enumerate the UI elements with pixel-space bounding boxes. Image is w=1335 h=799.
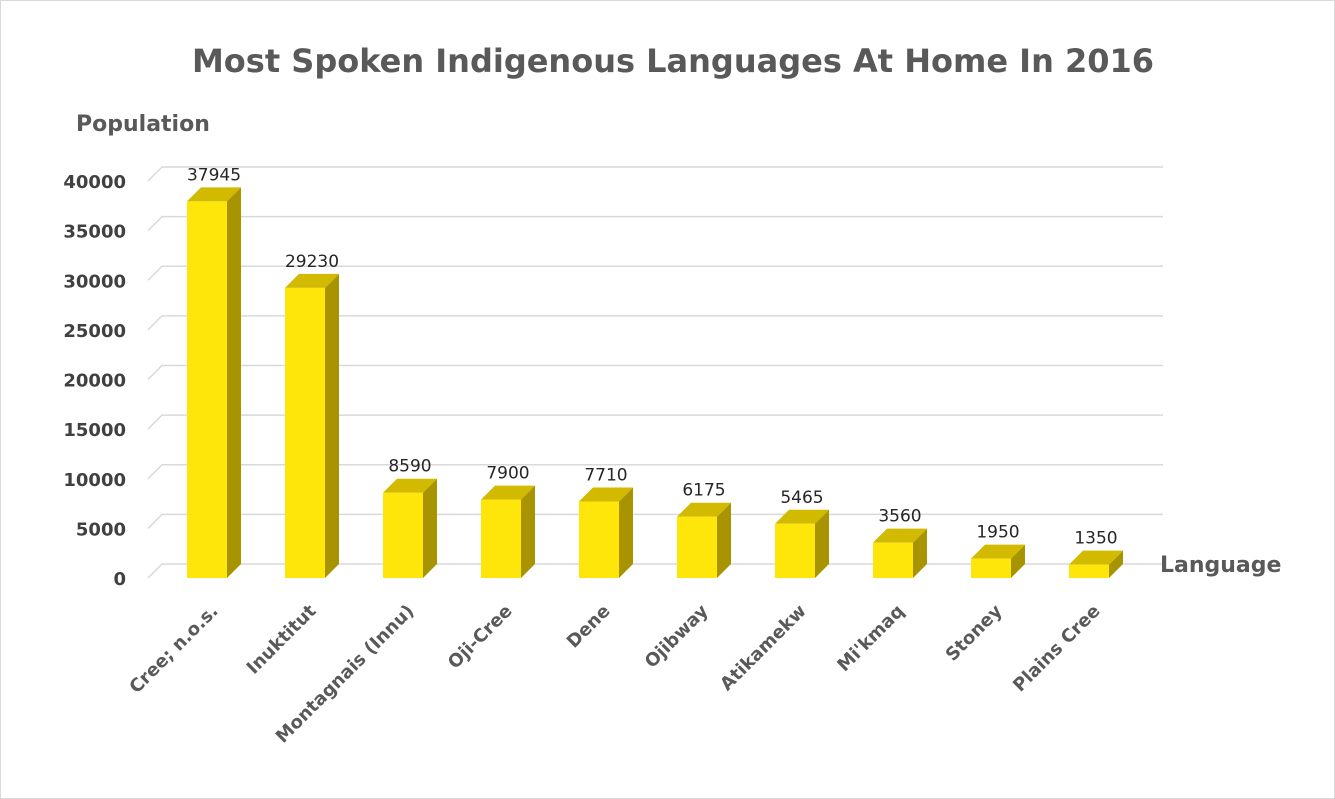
data-labels: 37945 29230 8590 7900 7710 6175 5465 3560 1950 13… bbox=[187, 165, 1118, 548]
data-label: 7710 bbox=[584, 465, 627, 485]
data-label: 6175 bbox=[682, 481, 725, 501]
gridline bbox=[147, 166, 1163, 182]
bars bbox=[187, 187, 1123, 578]
x-tick-label: Oji-Cree bbox=[444, 601, 517, 674]
x-tick-label: Stoney bbox=[942, 601, 1007, 666]
bar bbox=[383, 478, 437, 578]
bar bbox=[481, 485, 535, 578]
y-tick-label: 0 bbox=[113, 569, 126, 590]
gridline bbox=[147, 464, 1163, 480]
data-label: 1350 bbox=[1074, 529, 1117, 549]
data-label: 7900 bbox=[486, 464, 529, 484]
x-tick-label: Mi'kmaq bbox=[833, 601, 908, 676]
bar bbox=[1069, 550, 1123, 578]
y-tick-label: 10000 bbox=[63, 470, 126, 491]
data-label: 3560 bbox=[878, 507, 921, 527]
gridline bbox=[147, 364, 1163, 381]
chart-title: Most Spoken Indigenous Languages At Home… bbox=[192, 42, 1154, 80]
x-tick-label: Plains Cree bbox=[1009, 601, 1104, 696]
y-axis-title: Population bbox=[76, 112, 210, 137]
gridline bbox=[147, 513, 1163, 529]
gridline bbox=[147, 215, 1163, 232]
gridline bbox=[147, 414, 1163, 430]
x-tick-label: Ojibway bbox=[641, 600, 713, 672]
bar bbox=[579, 487, 633, 578]
gridline bbox=[147, 563, 1163, 579]
data-label: 8590 bbox=[388, 457, 431, 477]
data-label: 5465 bbox=[780, 488, 823, 508]
data-label: 1950 bbox=[976, 523, 1019, 543]
y-tick-label: 20000 bbox=[63, 371, 126, 392]
y-tick-label: 30000 bbox=[63, 271, 126, 292]
bar bbox=[285, 273, 339, 578]
y-tick-label: 5000 bbox=[76, 519, 126, 540]
x-tick-label: Dene bbox=[563, 601, 615, 653]
bar bbox=[971, 544, 1025, 578]
x-tick-label: Cree; n.o.s. bbox=[125, 601, 222, 698]
x-axis-title: Language bbox=[1160, 553, 1281, 578]
gridlines bbox=[147, 166, 1163, 579]
bar bbox=[677, 502, 731, 578]
data-label: 37945 bbox=[187, 165, 241, 185]
x-tick-label: Inuktitut bbox=[243, 600, 321, 678]
bar bbox=[775, 509, 829, 578]
gridline bbox=[147, 315, 1163, 331]
y-axis-ticks: 0 5000 10000 15000 20000 25000 30000 35000 40000 bbox=[63, 172, 126, 590]
y-tick-label: 15000 bbox=[63, 420, 126, 441]
data-label: 29230 bbox=[285, 252, 339, 272]
y-tick-label: 40000 bbox=[63, 172, 126, 193]
gridline bbox=[147, 265, 1163, 281]
y-tick-label: 35000 bbox=[63, 222, 126, 243]
x-tick-label: Atikamekw bbox=[716, 601, 810, 695]
bar bbox=[873, 528, 927, 578]
bar bbox=[187, 187, 241, 578]
y-tick-label: 25000 bbox=[63, 321, 126, 342]
